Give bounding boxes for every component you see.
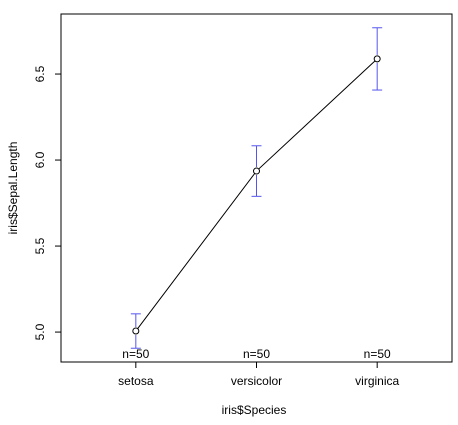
y-tick-label: 5.0	[33, 323, 47, 340]
annotation: n=50	[364, 347, 391, 361]
annotation: n=50	[122, 347, 149, 361]
error-bar	[251, 145, 262, 197]
error-bar	[372, 27, 383, 91]
x-tick-label: setosa	[118, 374, 154, 388]
error-bar	[130, 313, 141, 349]
point	[132, 327, 140, 335]
y-tick-label: 6.0	[33, 151, 47, 168]
x-axis-label: iris$Species	[222, 403, 287, 417]
x-tick-label: virginica	[355, 374, 399, 388]
x-tick-label: versicolor	[231, 374, 282, 388]
y-tick-label: 6.5	[33, 65, 47, 82]
point	[373, 55, 381, 63]
point	[253, 167, 260, 175]
y-tick-label: 5.5	[33, 237, 47, 254]
annotation: n=50	[243, 347, 270, 361]
y-axis-label: iris$Sepal.Length	[6, 142, 20, 235]
